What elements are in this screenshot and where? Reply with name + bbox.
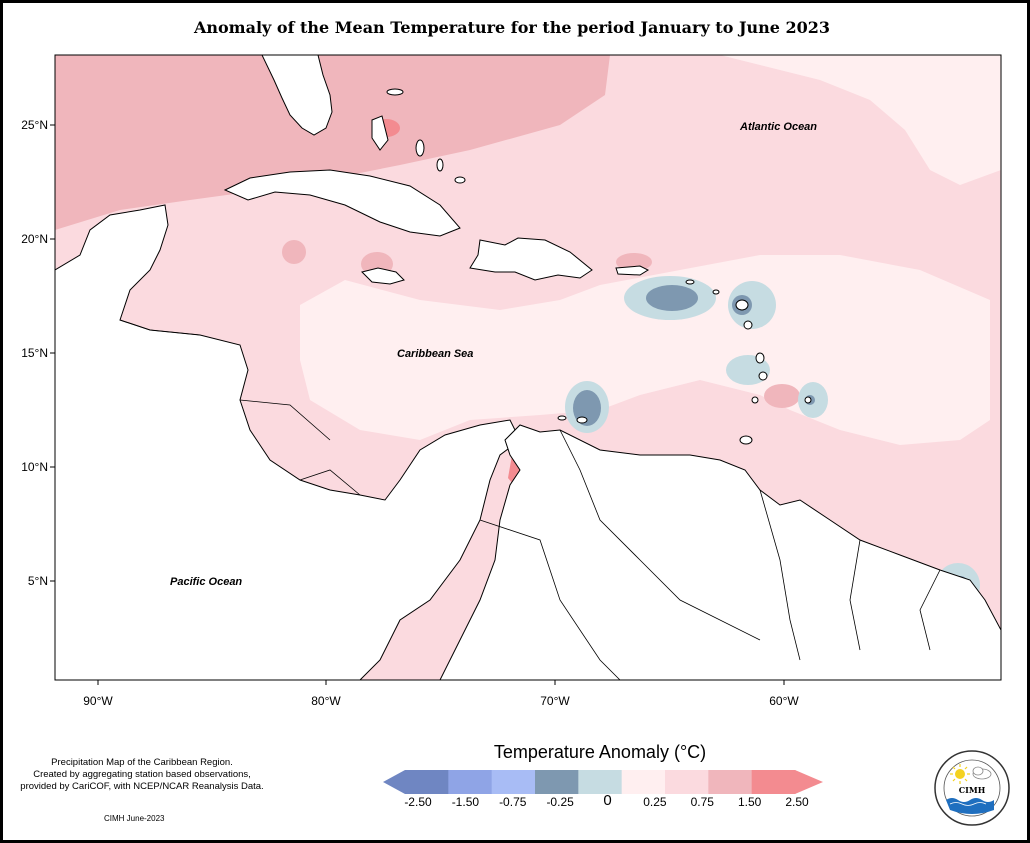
legend-tick-label: 0 xyxy=(603,792,612,809)
land-puerto-rico xyxy=(615,265,650,276)
lon-label-80w: 80°W xyxy=(311,694,341,708)
lat-label-25n: 25°N xyxy=(21,118,48,132)
lat-label-10n: 10°N xyxy=(21,460,48,474)
legend-tick-label: -2.50 xyxy=(404,795,432,809)
legend-tick-label: 0.25 xyxy=(643,795,667,809)
land-hispaniola xyxy=(469,237,593,281)
anomaly-spot-puerto-rico xyxy=(616,253,652,271)
land-central-america xyxy=(55,204,521,680)
waves-icon xyxy=(946,798,994,814)
map-border xyxy=(54,54,1002,681)
lat-label-15n: 15°N xyxy=(21,346,48,360)
lon-label-60w: 60°W xyxy=(769,694,799,708)
sun-icon xyxy=(950,764,970,784)
land-bahamas xyxy=(371,88,466,184)
land-cuba xyxy=(223,169,461,237)
anomaly-spot-windward xyxy=(764,384,800,408)
anomaly-cool-leeward-inner xyxy=(646,285,698,311)
footnote-line-1: Precipitation Map of the Caribbean Regio… xyxy=(51,757,233,768)
lon-label-70w: 70°W xyxy=(540,694,570,708)
legend-tick-label: 1.50 xyxy=(737,795,762,809)
land-lesser-antilles xyxy=(557,279,812,445)
country-borders xyxy=(119,319,941,680)
land-south-america xyxy=(439,424,1001,680)
lat-label-20n: 20°N xyxy=(21,232,48,246)
footnote-line-3: provided by CariCOF, with NCEP/NCAR Rean… xyxy=(20,781,264,792)
legend-tick-label: -0.25 xyxy=(546,795,574,809)
legend-title: Temperature Anomaly (°C) xyxy=(493,742,707,762)
legend-tick-label: 0.75 xyxy=(690,795,714,809)
footnote: Precipitation Map of the Caribbean Regio… xyxy=(4,757,280,793)
lat-label-5n: 5°N xyxy=(27,574,48,588)
legend-tick-label: -0.75 xyxy=(499,795,527,809)
anomaly-zone-atlantic-neutral xyxy=(720,55,1001,185)
anomaly-zone-gulf-warm xyxy=(55,55,610,230)
label-pacific-ocean: Pacific Ocean xyxy=(170,576,242,588)
legend-tick-label: -1.50 xyxy=(451,795,480,809)
footnote-line-2: Created by aggregating station based obs… xyxy=(33,769,251,780)
logo-label: CIMH xyxy=(959,785,986,795)
credit-text: CIMH June-2023 xyxy=(104,814,165,823)
map-title: Anomaly of the Mean Temperature for the … xyxy=(193,18,831,37)
land-jamaica xyxy=(361,267,405,285)
lon-label-90w: 90°W xyxy=(83,694,113,708)
cimh-logo: CIMH xyxy=(934,750,1010,826)
axis-ticks xyxy=(50,124,785,685)
legend-tick-label: 2.50 xyxy=(785,795,809,809)
land-florida xyxy=(261,55,333,136)
label-caribbean-sea: Caribbean Sea xyxy=(397,348,473,360)
cloud-icon xyxy=(972,766,992,780)
anomaly-spot-cayman xyxy=(282,240,306,264)
label-atlantic-ocean: Atlantic Ocean xyxy=(739,121,817,133)
